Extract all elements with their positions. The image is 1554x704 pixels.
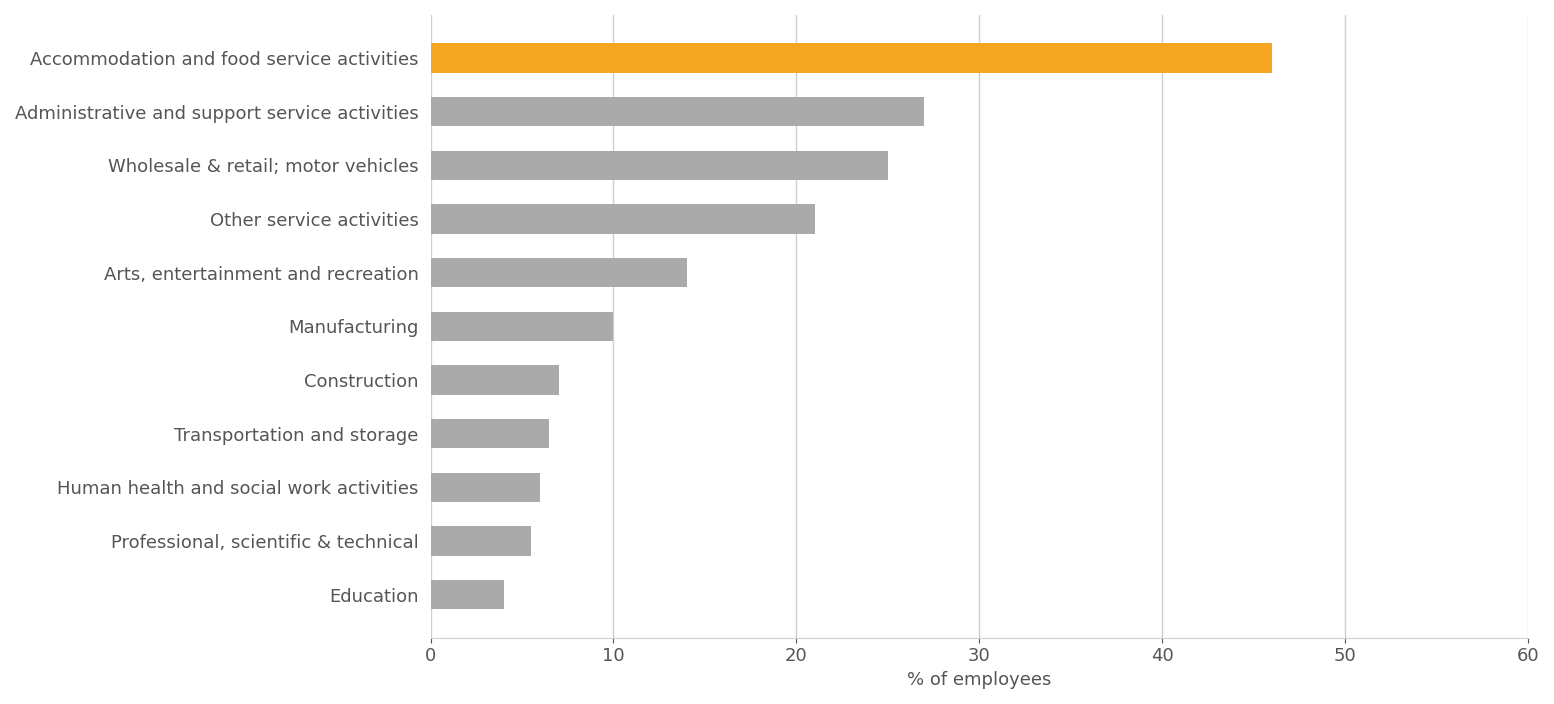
Bar	[430, 527, 531, 555]
Bar	[430, 365, 558, 395]
Bar	[430, 580, 503, 610]
X-axis label: % of employees: % of employees	[908, 671, 1052, 689]
Bar	[430, 204, 814, 234]
Bar	[430, 97, 925, 127]
Bar	[430, 419, 550, 448]
Bar	[430, 312, 614, 341]
Bar	[430, 44, 1271, 73]
Bar	[430, 151, 887, 180]
Bar	[430, 472, 541, 502]
Bar	[430, 258, 687, 287]
